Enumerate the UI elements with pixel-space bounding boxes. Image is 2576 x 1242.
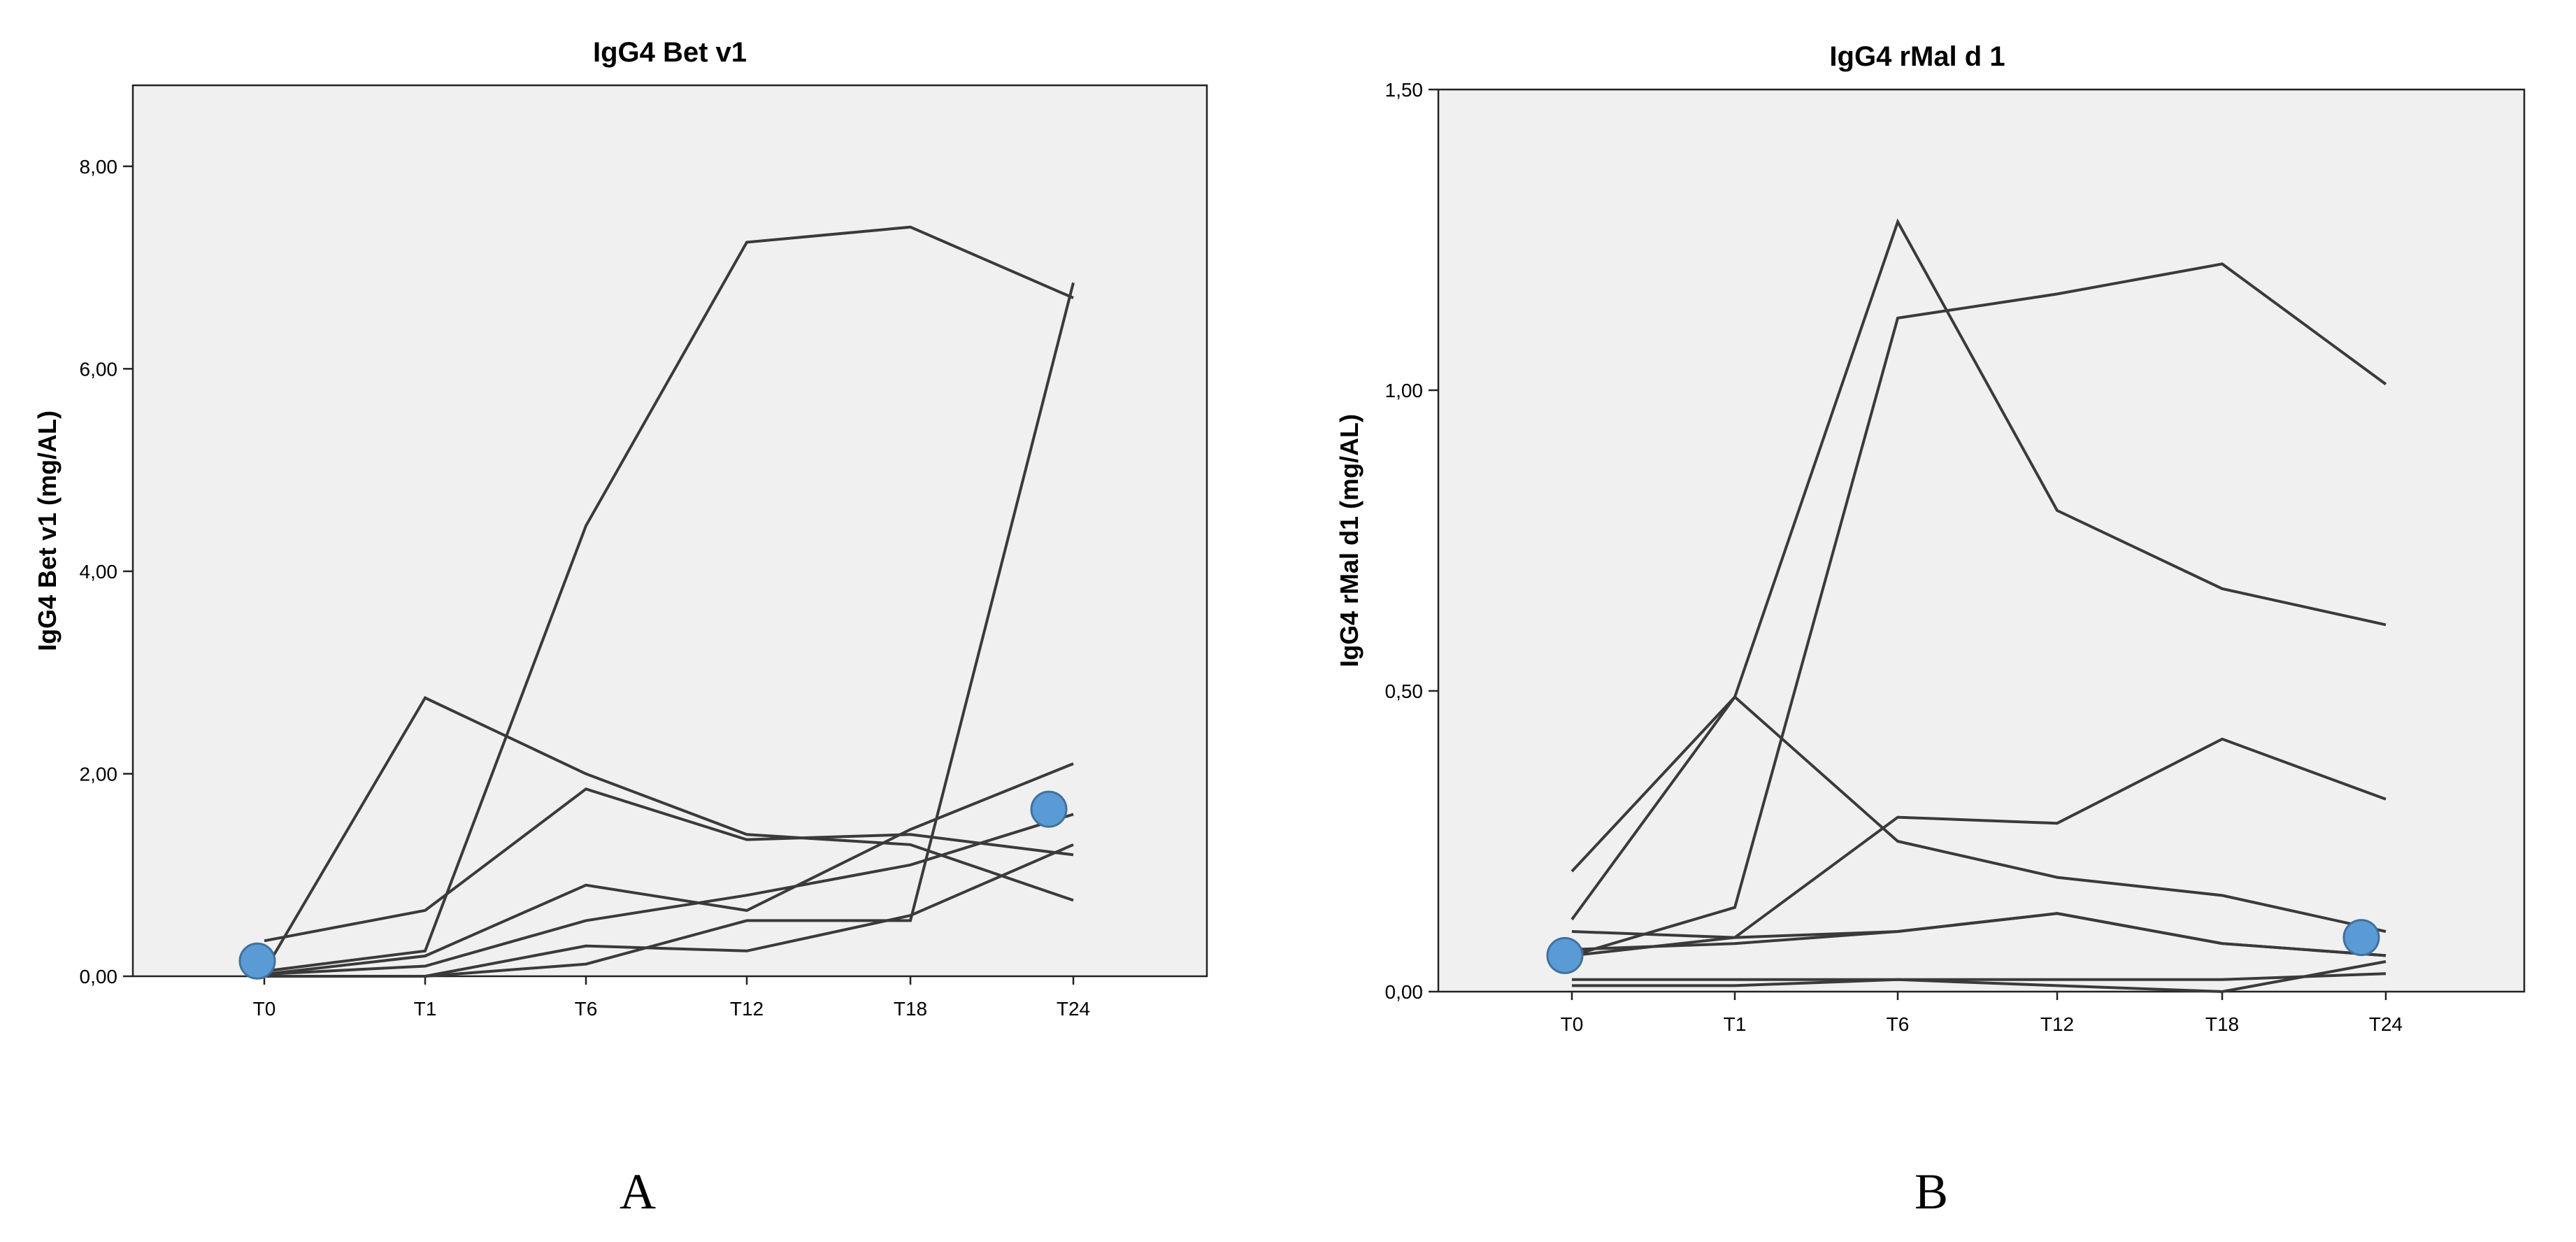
- series-line: [1570, 694, 2387, 933]
- y-tick-label: 8,00: [80, 156, 118, 178]
- series-line: [264, 787, 1074, 943]
- x-tick-label: T24: [2369, 1013, 2403, 1035]
- x-tick-label: T6: [575, 998, 598, 1020]
- series-line: [264, 282, 1075, 978]
- x-tick-label: T18: [2205, 1013, 2239, 1035]
- plot-area-b: [1437, 88, 2526, 993]
- y-tick-label: 1,00: [1385, 380, 1424, 401]
- chart-b-title: IgG4 rMal d 1: [1829, 41, 2005, 72]
- panel-label-b: B: [1915, 1164, 1948, 1220]
- data-point-marker: [238, 942, 276, 980]
- series-line: [1571, 912, 2387, 957]
- series-line: [264, 225, 1074, 973]
- series-line: [1571, 737, 2387, 957]
- data-point-marker: [1030, 790, 1068, 828]
- plot-area-a: [131, 84, 1208, 978]
- chart-b-ticks: 0,00 0,50 1,00 1,50 T0 T1 T6 T12 T18 T24: [1385, 79, 2403, 1035]
- y-tick-label: 0,00: [80, 966, 118, 987]
- series-line: [263, 696, 1074, 972]
- y-tick-label: 2,00: [80, 763, 118, 785]
- x-tick-label: T12: [2040, 1013, 2074, 1035]
- chart-a-title: IgG4 Bet v1: [593, 37, 747, 68]
- chart-a: IgG4 Bet v1 IgG4 Bet v1 (mg/AL) 0,00 2,00…: [33, 37, 1208, 1220]
- chart-b-lines: [1570, 218, 2387, 994]
- chart-b: IgG4 rMal d 1 IgG4 rMal d1 (mg/AL) 0,000…: [1335, 41, 2526, 1220]
- chart-a-markers: [238, 790, 1068, 980]
- x-tick-label: T1: [414, 998, 437, 1020]
- x-tick-label: T0: [253, 998, 276, 1020]
- series-line: [1572, 972, 2387, 987]
- chart-b-ylabel: IgG4 rMal d1 (mg/AL): [1335, 414, 1364, 667]
- x-tick-label: T12: [730, 998, 764, 1020]
- series-line: [1571, 262, 2387, 957]
- chart-a-ylabel: IgG4 Bet v1 (mg/AL): [33, 411, 62, 651]
- panel-label-a: A: [620, 1164, 656, 1220]
- y-tick-label: 6,00: [80, 358, 118, 380]
- data-point-marker: [2342, 919, 2380, 957]
- x-tick-label: T6: [1887, 1013, 1910, 1035]
- chart-a-lines: [263, 225, 1075, 978]
- y-tick-label: 4,00: [80, 561, 118, 583]
- y-tick-label: 1,50: [1385, 79, 1424, 101]
- x-tick-label: T0: [1561, 1013, 1584, 1035]
- y-tick-label: 0,00: [1385, 981, 1424, 1003]
- chart-a-ticks: 0,00 2,00 4,00 6,00 8,00 T0 T1 T6 T12 T18 T24: [80, 156, 1091, 1020]
- x-tick-label: T18: [894, 998, 927, 1020]
- data-point-marker: [1546, 936, 1584, 974]
- series-line: [1570, 218, 2387, 873]
- series-line: [1572, 960, 2387, 994]
- chart-b-markers: [1546, 919, 2380, 974]
- x-tick-label: T1: [1724, 1013, 1747, 1035]
- series-line: [264, 813, 1074, 976]
- y-tick-label: 0,50: [1385, 680, 1424, 702]
- x-tick-label: T24: [1057, 998, 1090, 1020]
